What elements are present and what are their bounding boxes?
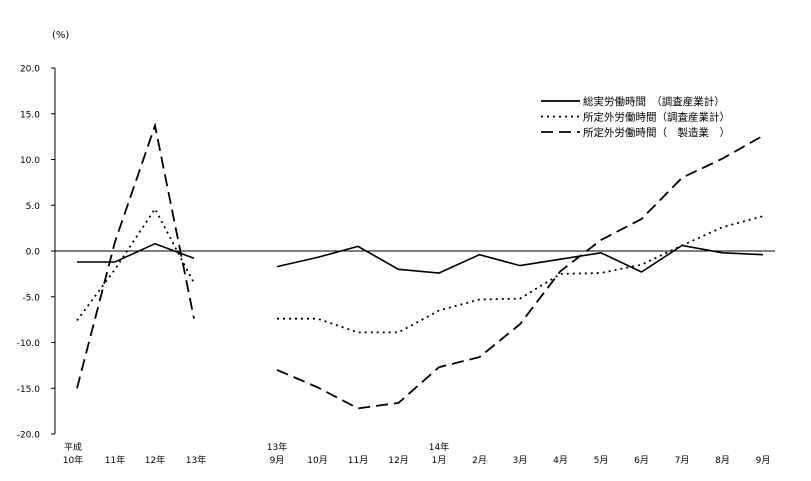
y-unit-label: (%) bbox=[52, 30, 69, 41]
x-tick-label-year: 平成 bbox=[64, 441, 82, 453]
y-tick-label: 15.0 bbox=[20, 110, 40, 120]
x-tick-label: 8月 bbox=[715, 455, 730, 466]
x-tick-label: 10年 bbox=[63, 454, 83, 466]
x-tick-label: 9月 bbox=[756, 455, 771, 466]
y-tick-label: 5.0 bbox=[26, 202, 41, 212]
monthly-series-dashed-line bbox=[276, 134, 764, 410]
x-tick-label: 12月 bbox=[388, 455, 408, 466]
x-tick-label: 13年 bbox=[186, 454, 206, 466]
annual-series-solid-line bbox=[77, 242, 195, 263]
x-tick-label: 12年 bbox=[145, 454, 165, 466]
annual-series-dashed-line bbox=[76, 122, 195, 389]
x-tick-label: 11月 bbox=[348, 455, 368, 466]
series-lines bbox=[76, 122, 764, 410]
legend: 総実労働時間 （調査産業計） 所定外労働時間（調査産業計） 所定外労働時間（ 製造業… bbox=[541, 95, 730, 139]
x-tick-label: 5月 bbox=[594, 455, 609, 466]
x-tick-label: 9月 bbox=[270, 455, 285, 466]
y-tick-label: 0.0 bbox=[26, 248, 41, 258]
y-tick-label: -20.0 bbox=[17, 431, 41, 441]
y-tick-label: -10.0 bbox=[17, 339, 41, 349]
x-tick-label: 4月 bbox=[553, 455, 568, 466]
legend-label: 所定外労働時間（ 製造業 ） bbox=[583, 126, 730, 139]
y-axis: -20.0 -15.0 -10.0 -5.0 0.0 5.0 10.0 15.0 20.0 bbox=[17, 65, 56, 441]
monthly-series-dotted-line bbox=[277, 215, 764, 334]
legend-label: 所定外労働時間（調査産業計） bbox=[583, 111, 730, 124]
y-tick-label: -15.0 bbox=[17, 385, 41, 395]
y-tick-label: -5.0 bbox=[22, 293, 40, 303]
x-tick-label: 6月 bbox=[634, 455, 649, 466]
x-tick-label: 11年 bbox=[105, 454, 125, 466]
x-tick-label-year: 14年 bbox=[429, 441, 449, 453]
x-tick-label-year: 13年 bbox=[267, 441, 287, 453]
monthly-series-solid-line bbox=[276, 244, 764, 274]
x-tick-label: 10月 bbox=[307, 455, 327, 466]
x-tick-label: 7月 bbox=[675, 455, 690, 466]
x-tick-label: 1月 bbox=[432, 455, 447, 466]
x-tick-label: 2月 bbox=[472, 455, 487, 466]
annual-series-dotted-line bbox=[76, 207, 195, 322]
x-tick-label: 3月 bbox=[513, 455, 528, 466]
legend-label: 総実労働時間 （調査産業計） bbox=[583, 95, 725, 108]
y-tick-label: 10.0 bbox=[20, 156, 40, 166]
y-tick-label: 20.0 bbox=[20, 65, 40, 75]
